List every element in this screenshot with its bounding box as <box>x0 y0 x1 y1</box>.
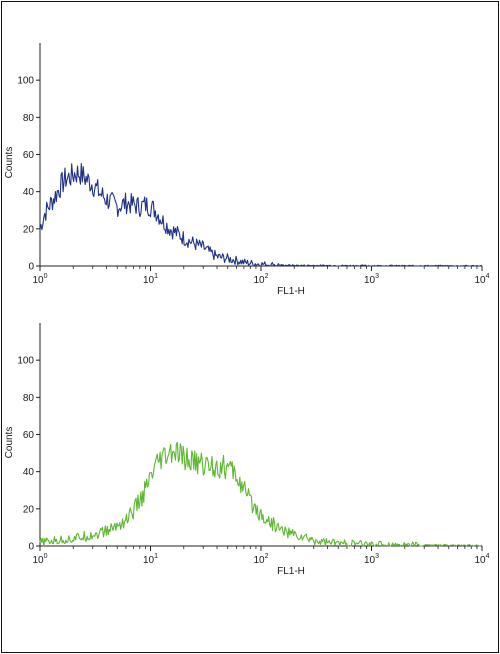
x-tick-label: 101 <box>143 273 158 286</box>
y-tick-label: 0 <box>28 262 34 273</box>
x-tick-label: 102 <box>253 553 268 566</box>
x-axis-title: FL1-H <box>277 286 305 297</box>
x-tick-label: 102 <box>253 273 268 286</box>
histogram-series-line <box>39 162 483 267</box>
histogram-panel-1: 0 20 40 60 80 100 100 101 102 103 104 FL1-H Counts <box>4 43 490 297</box>
x-tick-label: 104 <box>474 553 489 566</box>
y-axis-title: Counts <box>4 427 15 459</box>
histogram-series-line <box>39 442 483 547</box>
histogram-panel-2: 0 20 40 60 80 100 100 101 102 103 104 FL1-H Counts <box>4 323 490 577</box>
y-tick-label: 100 <box>17 356 34 367</box>
y-tick-label: 40 <box>23 187 35 198</box>
x-tick-label: 101 <box>143 553 158 566</box>
y-tick-label: 80 <box>23 113 35 124</box>
y-tick-label: 0 <box>28 542 34 553</box>
y-tick-label: 100 <box>17 76 34 87</box>
y-tick-label: 40 <box>23 467 35 478</box>
x-axis-title: FL1-H <box>277 566 305 577</box>
x-tick-label: 104 <box>474 273 489 286</box>
y-tick-label: 20 <box>23 504 35 515</box>
y-tick-label: 80 <box>23 393 35 404</box>
y-axis-title: Counts <box>4 147 15 179</box>
y-tick-label: 60 <box>23 430 35 441</box>
x-tick-label: 100 <box>32 273 47 286</box>
x-tick-label: 103 <box>364 273 379 286</box>
y-tick-label: 20 <box>23 224 35 235</box>
y-tick-label: 60 <box>23 150 35 161</box>
x-tick-label: 100 <box>32 553 47 566</box>
x-tick-label: 103 <box>364 553 379 566</box>
